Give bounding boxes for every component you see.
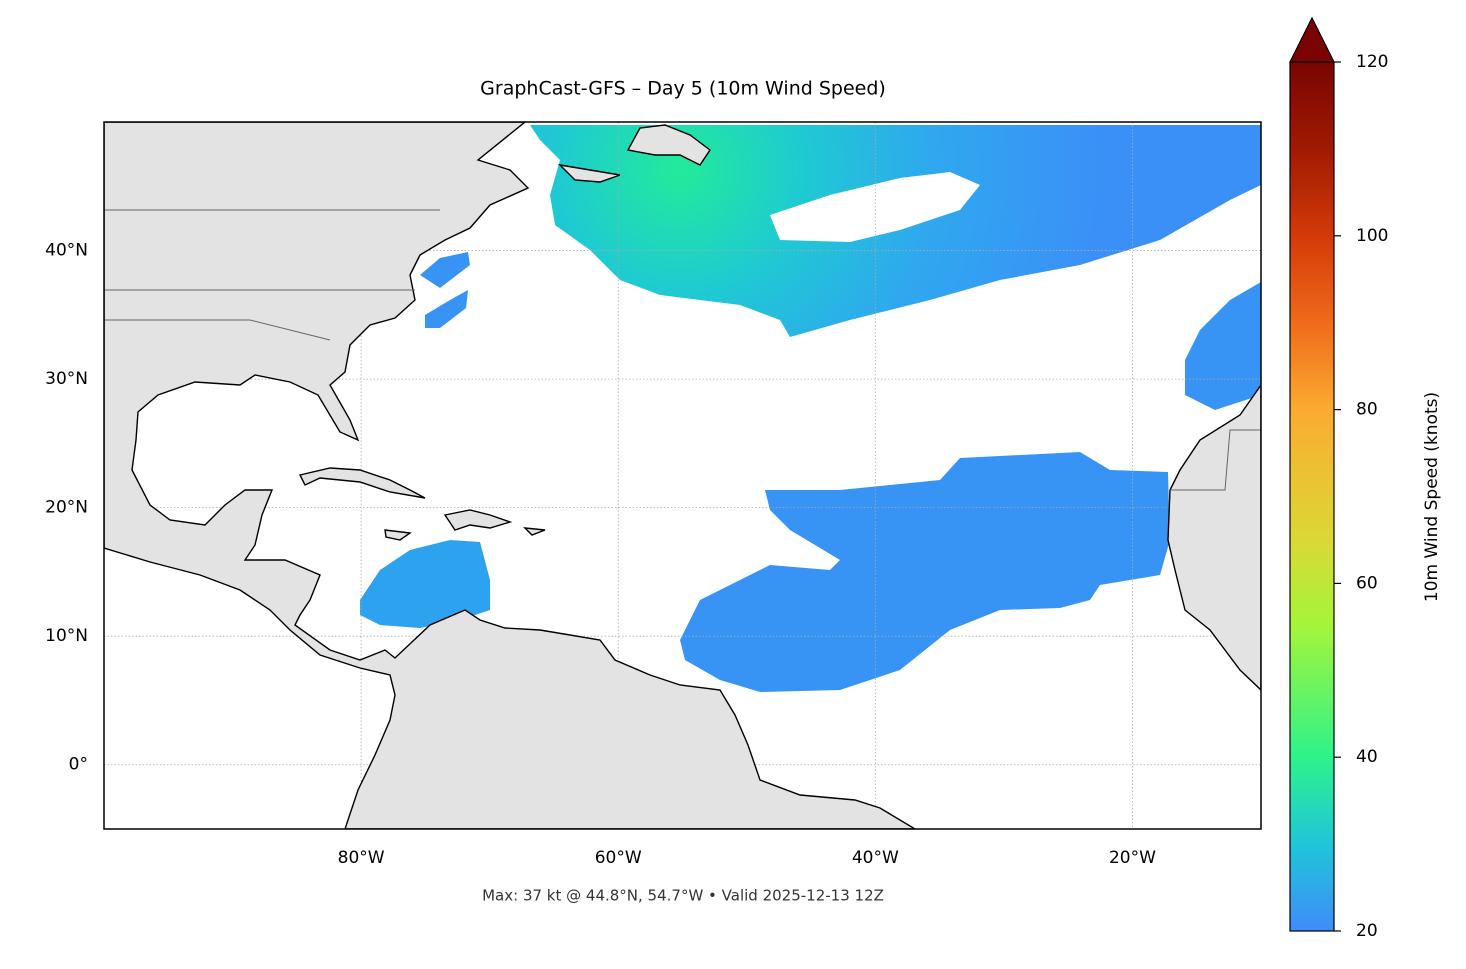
border	[104, 319, 331, 341]
colorbar-tick-label: 100	[1356, 226, 1388, 246]
y-tick-label: 20°N	[45, 498, 88, 518]
wind-region	[425, 290, 468, 328]
colorbar-tick-label: 120	[1356, 52, 1388, 72]
colorbar-extend	[1289, 16, 1335, 63]
wind-field	[228, 125, 1261, 692]
jamaica	[384, 529, 412, 541]
colorbar-tick-label: 40	[1356, 747, 1378, 767]
puerto-rico	[523, 527, 546, 536]
border	[1170, 429, 1261, 491]
colorbar-tick-label: 60	[1356, 573, 1378, 593]
colorbar-tick-label: 80	[1356, 400, 1378, 420]
wind-region	[360, 540, 490, 628]
wind-region	[680, 452, 1170, 692]
colorbar-label: 10m Wind Speed (knots)	[1422, 392, 1442, 602]
map-area	[104, 122, 1261, 829]
colorbar	[1289, 61, 1335, 932]
nova-scotia	[557, 163, 621, 183]
wind-region	[420, 252, 470, 288]
cuba	[298, 467, 426, 499]
y-tick-label: 10°N	[45, 626, 88, 646]
map-frame	[103, 121, 1262, 830]
land	[104, 122, 1261, 829]
colorbar-tick-label: 20	[1356, 921, 1378, 941]
y-tick-label: 0°	[69, 755, 88, 775]
x-tick-label: 80°W	[338, 848, 385, 868]
x-tick-label: 20°W	[1109, 848, 1156, 868]
newfoundland	[626, 124, 711, 166]
y-tick-label: 30°N	[45, 369, 88, 389]
annotation: Max: 37 kt @ 44.8°N, 54.7°W • Valid 2025…	[482, 887, 884, 905]
chart-title: GraphCast-GFS – Day 5 (10m Wind Speed)	[480, 78, 886, 100]
y-tick-label: 40°N	[45, 241, 88, 261]
hispaniola	[443, 509, 513, 531]
x-tick-label: 40°W	[852, 848, 899, 868]
africa	[1167, 383, 1261, 691]
wind-region	[1185, 282, 1261, 410]
x-tick-label: 60°W	[595, 848, 642, 868]
americas	[104, 122, 917, 829]
